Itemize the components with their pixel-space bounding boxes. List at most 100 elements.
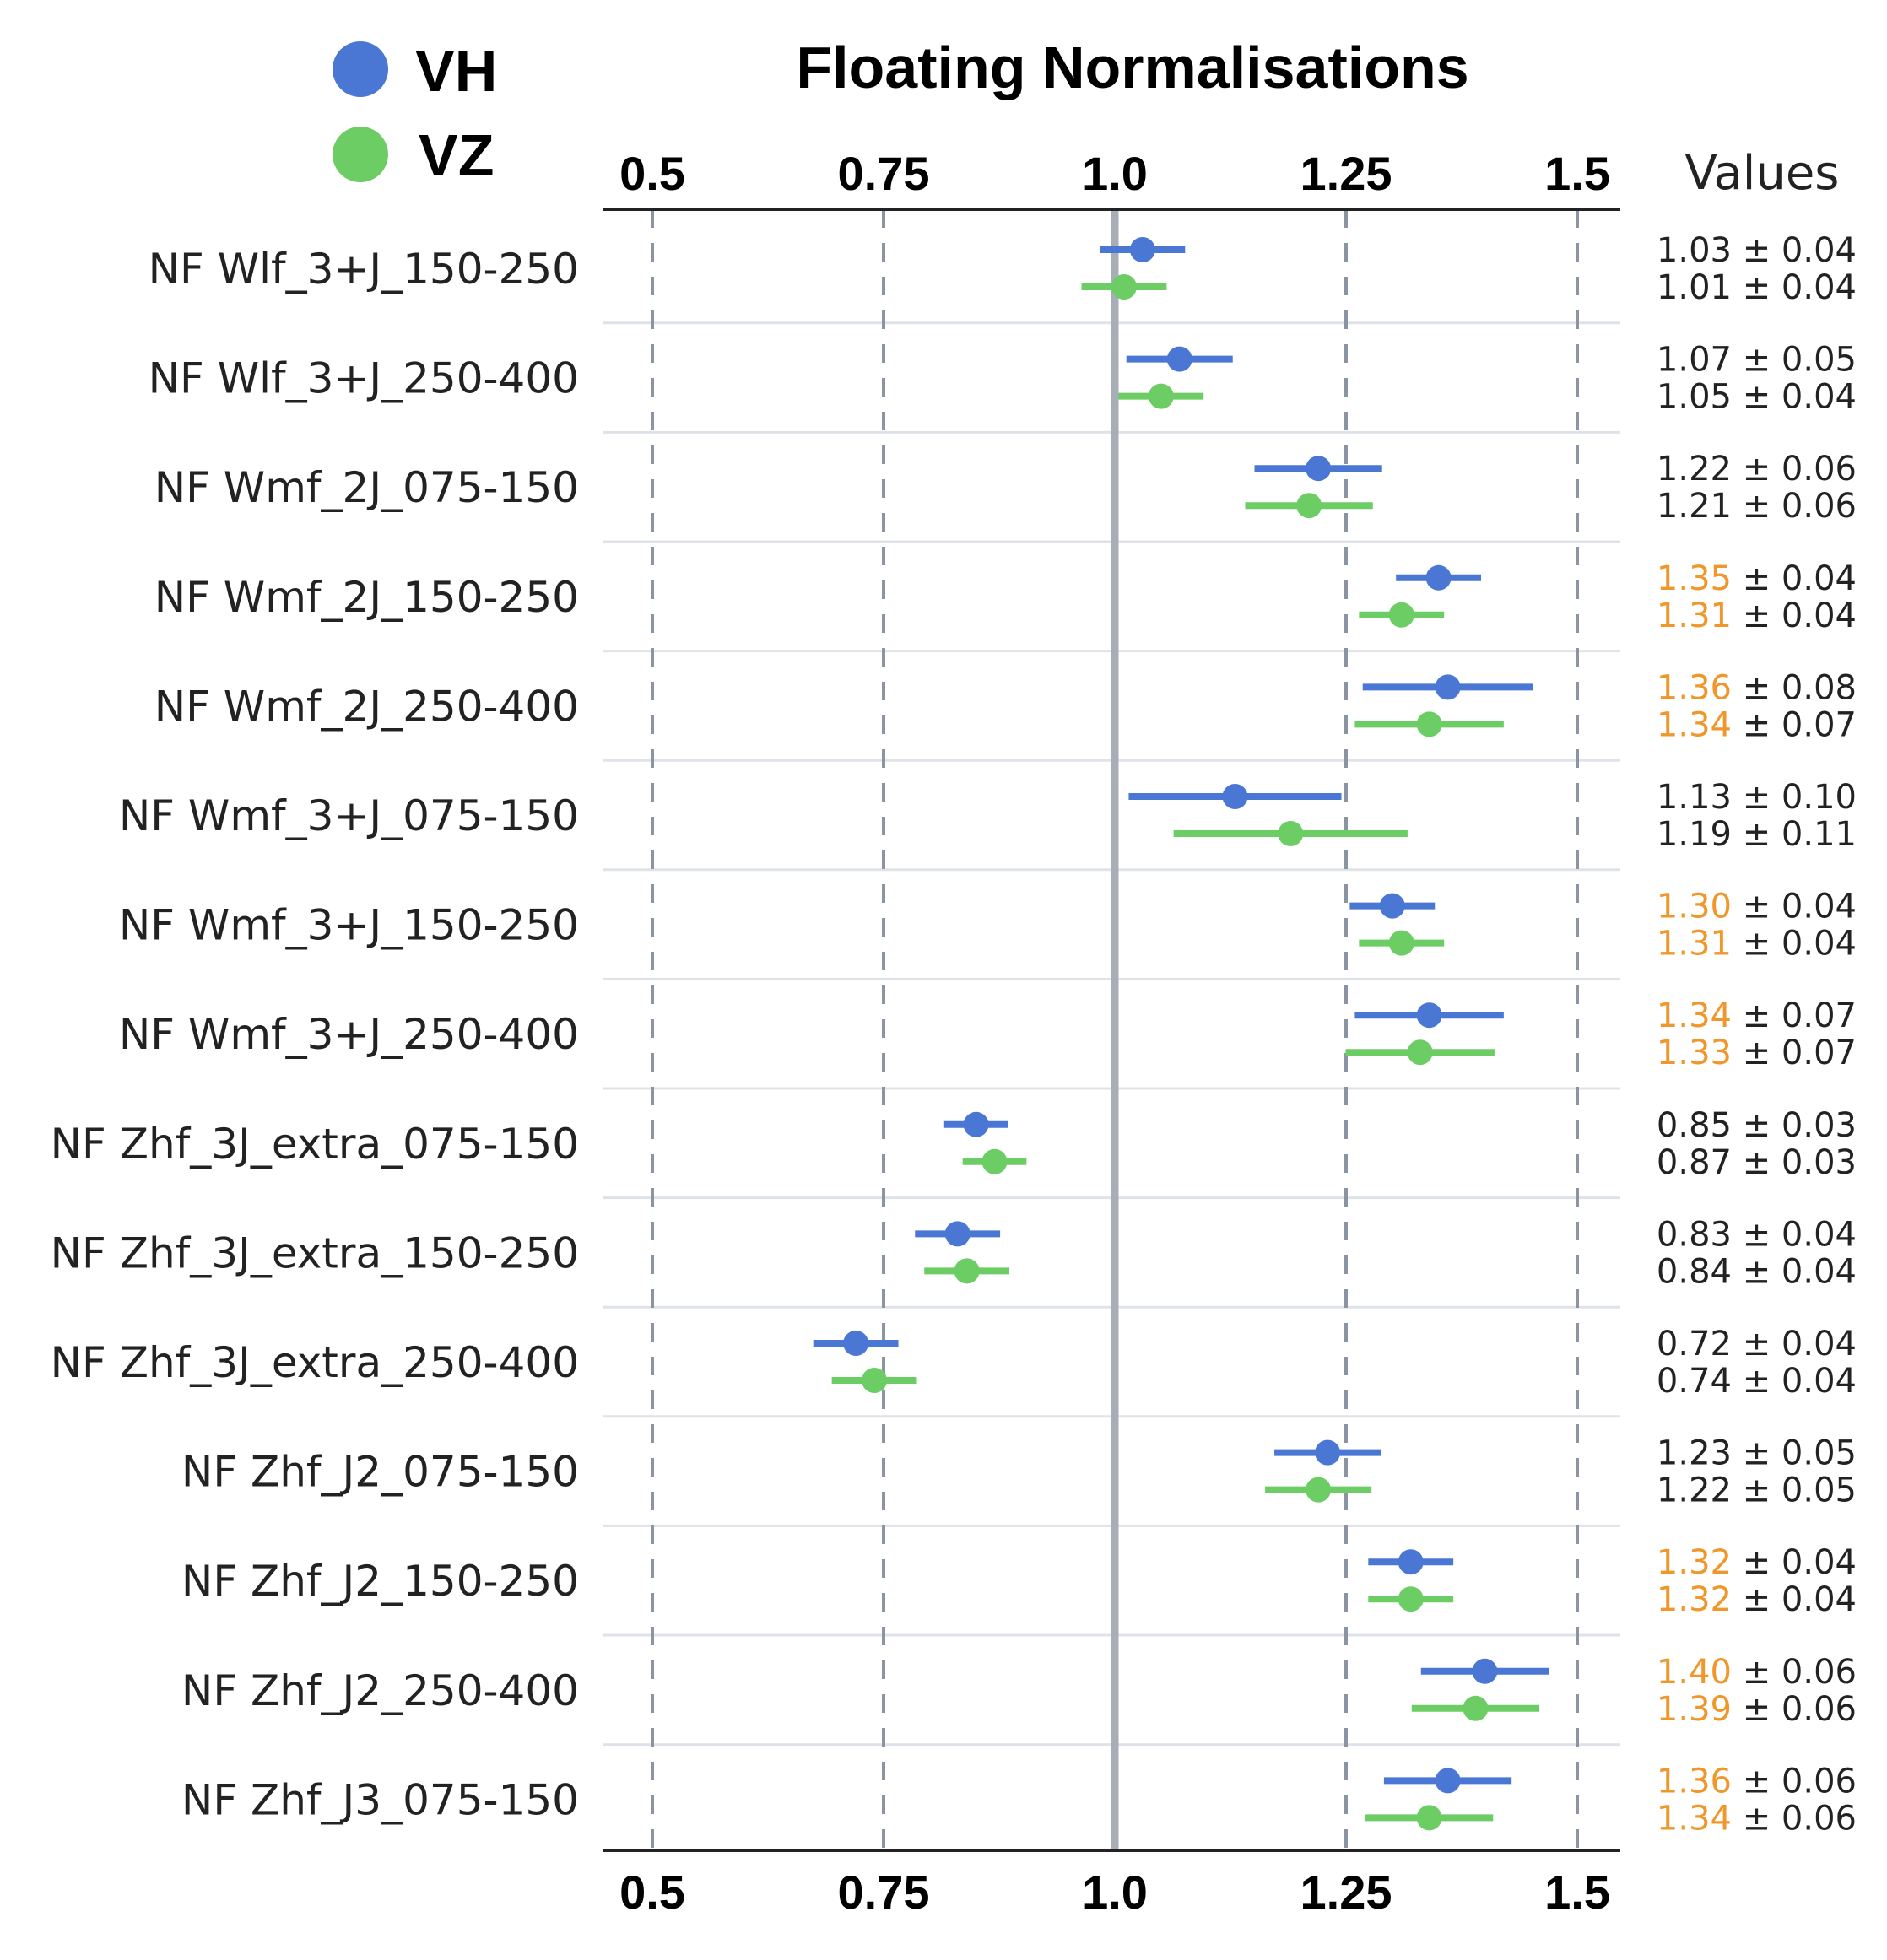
- value-error: ± 0.03: [1732, 1106, 1857, 1145]
- value-number: 0.85: [1657, 1106, 1732, 1145]
- value-number: 1.31: [1657, 597, 1732, 635]
- data-point: [1407, 1039, 1433, 1066]
- value-number: 1.31: [1657, 925, 1732, 964]
- value-number: 1.35: [1657, 559, 1732, 598]
- data-point: [1306, 456, 1332, 482]
- value-error: ± 0.04: [1732, 378, 1857, 417]
- bottom-tick-label: 0.75: [838, 1866, 930, 1919]
- value-label: 1.32 ± 0.04: [1657, 1543, 1857, 1582]
- value-number: 1.23: [1657, 1434, 1732, 1473]
- value-label: 1.31 ± 0.04: [1657, 925, 1857, 964]
- value-number: 1.30: [1657, 888, 1732, 926]
- data-point: [1472, 1658, 1498, 1684]
- value-label: 1.01 ± 0.04: [1657, 268, 1857, 307]
- value-number: 1.01: [1657, 268, 1732, 307]
- value-label: 1.22 ± 0.06: [1657, 450, 1857, 489]
- value-error: ± 0.06: [1732, 487, 1857, 526]
- value-label: 1.35 ± 0.04: [1657, 559, 1857, 598]
- row-label: NF Wmf_2J_075-150: [154, 463, 579, 512]
- plot-area: 0.5 0.5 0.75 0.75 1.0 1.0 1.25 1.25 1.5 1.5 NF Wlf…: [51, 147, 1857, 1919]
- value-error: ± 0.07: [1732, 996, 1857, 1035]
- row-label: NF Wmf_3+J_250-400: [119, 1010, 579, 1059]
- value-error: ± 0.07: [1732, 1034, 1857, 1072]
- data-point: [862, 1368, 888, 1393]
- data-point: [944, 1221, 971, 1247]
- value-label: 1.36 ± 0.06: [1657, 1762, 1857, 1801]
- data-point: [1435, 674, 1461, 700]
- data-point: [1148, 383, 1174, 409]
- value-error: ± 0.04: [1732, 1580, 1857, 1619]
- value-number: 1.22: [1657, 1471, 1732, 1510]
- chart-title: Floating Normalisations: [796, 35, 1468, 100]
- value-error: ± 0.03: [1732, 1143, 1857, 1182]
- row-label: NF Zhf_J2_075-150: [181, 1448, 579, 1497]
- value-label: 1.19 ± 0.11: [1657, 815, 1857, 854]
- value-label: 0.85 ± 0.03: [1657, 1106, 1857, 1145]
- value-error: ± 0.04: [1732, 231, 1857, 270]
- data-point: [1398, 1586, 1424, 1612]
- value-label: 1.03 ± 0.04: [1657, 231, 1857, 270]
- data-point: [1379, 893, 1405, 919]
- row-label: NF Wmf_2J_250-400: [154, 682, 579, 731]
- value-label: 1.36 ± 0.08: [1657, 668, 1857, 707]
- value-number: 1.19: [1657, 815, 1732, 854]
- row-label: NF Wlf_3+J_150-250: [149, 245, 579, 294]
- data-point: [1435, 1768, 1461, 1794]
- data-point: [1129, 237, 1155, 262]
- row-label: NF Zhf_J3_075-150: [181, 1775, 579, 1824]
- row-label: NF Wmf_3+J_075-150: [119, 791, 579, 840]
- value-label: 1.32 ± 0.04: [1657, 1580, 1857, 1619]
- value-error: ± 0.04: [1732, 925, 1857, 964]
- value-number: 1.05: [1657, 378, 1732, 417]
- data-point: [1425, 564, 1452, 591]
- value-number: 1.07: [1657, 341, 1732, 380]
- values-column-header: Values: [1685, 146, 1840, 201]
- value-number: 1.32: [1657, 1580, 1732, 1619]
- value-error: ± 0.06: [1732, 1690, 1857, 1729]
- value-label: 1.30 ± 0.04: [1657, 888, 1857, 926]
- data-point: [1166, 346, 1192, 372]
- value-error: ± 0.05: [1732, 1471, 1857, 1510]
- value-number: 1.13: [1657, 778, 1732, 817]
- value-error: ± 0.04: [1732, 1543, 1857, 1582]
- value-label: 1.40 ± 0.06: [1657, 1653, 1857, 1692]
- row-label: NF Zhf_J2_150-250: [181, 1557, 579, 1606]
- value-error: ± 0.06: [1732, 1653, 1857, 1692]
- value-number: 1.36: [1657, 1762, 1732, 1801]
- legend-label-vh: VH: [415, 38, 497, 104]
- value-label: 0.87 ± 0.03: [1657, 1143, 1857, 1182]
- top-tick-label: 1.0: [1082, 147, 1148, 200]
- data-point: [1296, 493, 1322, 519]
- row-label: NF Wlf_3+J_250-400: [149, 354, 579, 403]
- value-number: 1.39: [1657, 1690, 1732, 1729]
- value-label: 1.05 ± 0.04: [1657, 378, 1857, 417]
- value-number: 1.34: [1657, 705, 1732, 744]
- value-label: 1.23 ± 0.05: [1657, 1434, 1857, 1473]
- value-error: ± 0.05: [1732, 1434, 1857, 1473]
- data-point: [1222, 784, 1248, 809]
- value-label: 1.34 ± 0.07: [1657, 705, 1857, 744]
- bottom-tick-label: 1.0: [1082, 1866, 1148, 1919]
- value-label: 1.34 ± 0.07: [1657, 996, 1857, 1035]
- data-point: [981, 1148, 1008, 1174]
- data-point: [1416, 1002, 1442, 1029]
- value-number: 1.36: [1657, 668, 1732, 707]
- value-label: 0.84 ± 0.04: [1657, 1252, 1857, 1291]
- value-label: 1.22 ± 0.05: [1657, 1471, 1857, 1510]
- row-label: NF Wmf_2J_150-250: [154, 573, 579, 622]
- value-label: 0.74 ± 0.04: [1657, 1362, 1857, 1401]
- value-error: ± 0.10: [1732, 778, 1857, 817]
- value-number: 1.34: [1657, 996, 1732, 1035]
- value-label: 1.07 ± 0.05: [1657, 341, 1857, 380]
- data-point: [843, 1331, 869, 1356]
- value-error: ± 0.06: [1732, 1799, 1857, 1838]
- legend: VH VZ: [333, 38, 497, 188]
- row-label: NF Zhf_3J_extra_150-250: [51, 1228, 579, 1277]
- value-label: 1.34 ± 0.06: [1657, 1799, 1857, 1838]
- data-point: [1111, 274, 1137, 300]
- value-number: 0.87: [1657, 1143, 1732, 1182]
- value-error: ± 0.11: [1732, 815, 1857, 854]
- value-number: 0.84: [1657, 1252, 1732, 1291]
- top-tick-label: 0.75: [838, 147, 930, 200]
- value-error: ± 0.04: [1732, 1215, 1857, 1254]
